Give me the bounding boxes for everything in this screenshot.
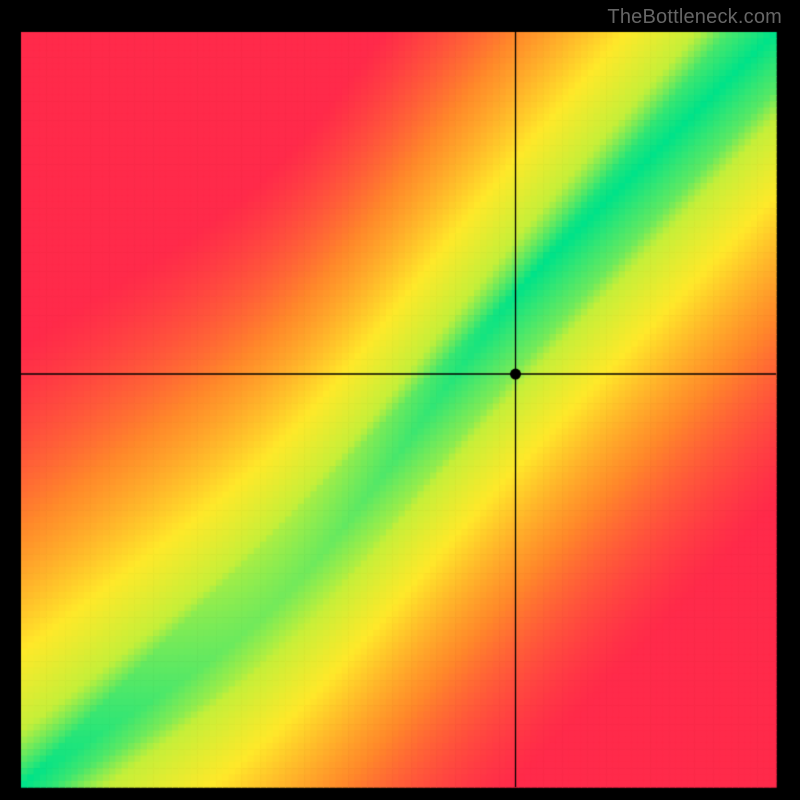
watermark-text: TheBottleneck.com [607, 6, 782, 29]
bottleneck-heatmap [0, 0, 800, 800]
chart-container: TheBottleneck.com [0, 0, 800, 800]
